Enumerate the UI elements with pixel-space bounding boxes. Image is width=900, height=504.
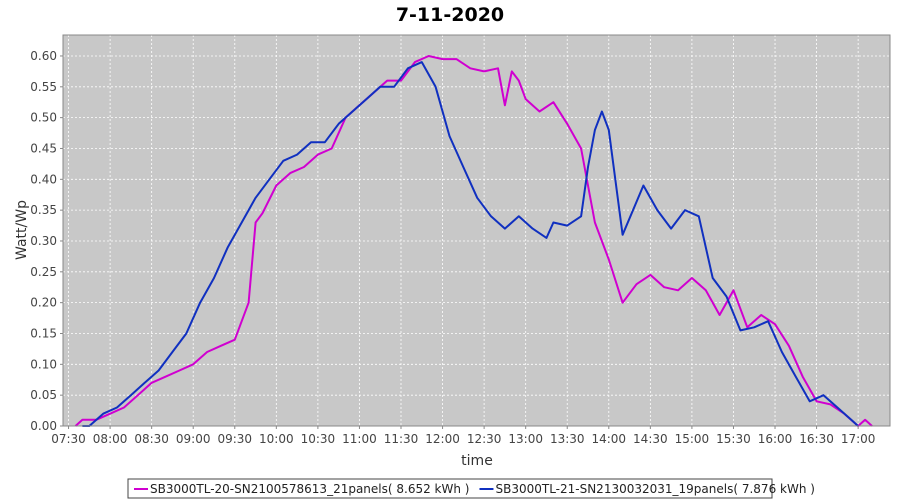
- y-tick-label: 0.35: [30, 203, 57, 217]
- x-tick-label: 13:00: [508, 432, 543, 446]
- y-tick-label: 0.05: [30, 388, 57, 402]
- legend: [127, 478, 773, 499]
- x-tick-label: 14:00: [591, 432, 626, 446]
- chart-title: 7-11-2020: [396, 4, 504, 26]
- y-tick-label: 0.20: [30, 296, 57, 310]
- x-tick-label: 08:30: [134, 432, 169, 446]
- x-tick-label: 11:00: [342, 432, 377, 446]
- plot-border: [62, 34, 891, 427]
- y-tick-label: 0.50: [30, 111, 57, 125]
- y-tick-label: 0.45: [30, 141, 57, 155]
- x-tick-label: 07:30: [51, 432, 86, 446]
- x-tick-label: 10:00: [259, 432, 294, 446]
- y-tick-label: 0.40: [30, 172, 57, 186]
- y-axis-label: Watt/Wp: [14, 200, 30, 260]
- x-tick-label: 09:00: [176, 432, 211, 446]
- y-tick-label: 0.10: [30, 357, 57, 371]
- x-tick-label: 12:00: [425, 432, 460, 446]
- y-tick-label: 0.15: [30, 326, 57, 340]
- y-tick-label: 0.55: [30, 80, 57, 94]
- x-tick-label: 13:30: [550, 432, 585, 446]
- x-tick-label: 12:30: [467, 432, 502, 446]
- y-tick-label: 0.60: [30, 49, 57, 63]
- x-tick-label: 16:00: [758, 432, 793, 446]
- y-tick-label: 0.25: [30, 265, 57, 279]
- legend-label: SB3000TL-20-SN2100578613_21panels( 8.652…: [150, 482, 469, 496]
- x-tick-label: 08:00: [93, 432, 128, 446]
- x-tick-label: 16:30: [799, 432, 834, 446]
- x-tick-label: 14:30: [633, 432, 668, 446]
- x-tick-label: 11:30: [384, 432, 419, 446]
- x-tick-label: 09:30: [217, 432, 252, 446]
- x-tick-label: 15:30: [716, 432, 751, 446]
- series-line: [74, 55, 873, 427]
- x-tick-label: 10:30: [301, 432, 336, 446]
- plot-area: [63, 35, 890, 426]
- y-tick-label: 0.00: [30, 419, 57, 433]
- x-tick-label: 17:00: [841, 432, 876, 446]
- x-tick-label: 15:00: [675, 432, 710, 446]
- y-tick-label: 0.30: [30, 234, 57, 248]
- legend-label: SB3000TL-21-SN2130032031_19panels( 7.876…: [495, 482, 814, 496]
- x-axis-label: time: [461, 453, 493, 469]
- series-line: [82, 61, 859, 427]
